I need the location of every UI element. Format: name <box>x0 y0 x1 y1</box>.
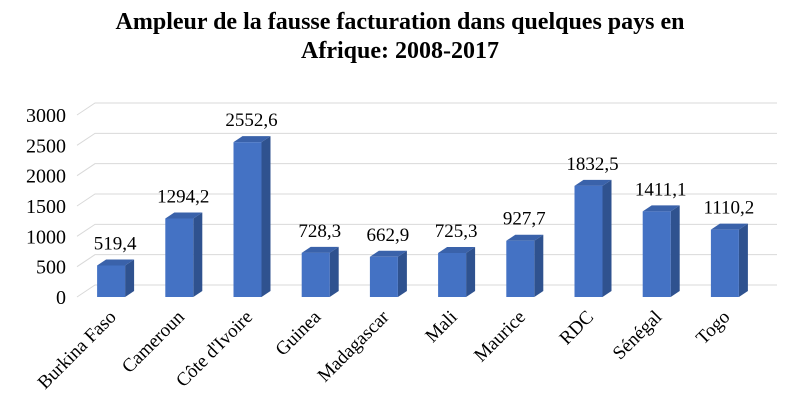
x-tick-label: Mali <box>421 307 461 347</box>
x-tick-label: Burkina Faso <box>34 307 121 394</box>
chart-title-line-2: Afrique: 2008-2017 <box>301 38 499 64</box>
x-tick-label: Guinea <box>272 306 326 360</box>
data-label: 1832,5 <box>566 154 618 175</box>
x-tick-label: Cameroun <box>118 306 189 377</box>
bars <box>97 136 748 297</box>
y-axis-ticks: 0 500 1000 1500 2000 2500 3000 <box>26 105 66 309</box>
data-label: 1294,2 <box>157 186 209 207</box>
bar <box>574 179 612 297</box>
y-tick-label: 1500 <box>26 196 66 218</box>
x-tick-label: Maurice <box>470 307 530 367</box>
chart-title-line-1: Ampleur de la fausse facturation dans qu… <box>115 9 685 35</box>
y-tick-label: 2500 <box>26 135 66 157</box>
bar <box>301 246 339 297</box>
bar <box>369 250 407 297</box>
bar <box>438 246 476 297</box>
gridline <box>76 132 777 146</box>
y-tick-label: 2000 <box>26 166 66 188</box>
gridlines <box>76 102 777 298</box>
bar <box>710 223 748 297</box>
data-label: 2552,6 <box>225 110 277 131</box>
x-tick-label: RDC <box>556 307 598 349</box>
data-label: 662,9 <box>367 225 410 246</box>
gridline <box>76 284 777 298</box>
gridline <box>76 193 777 207</box>
gridline <box>76 223 777 237</box>
y-tick-label: 0 <box>56 287 66 309</box>
gridline <box>76 102 777 116</box>
chart-title: Ampleur de la fausse facturation dans qu… <box>0 8 800 66</box>
bar <box>165 212 203 297</box>
bar <box>642 205 680 297</box>
data-label: 1110,2 <box>703 198 754 219</box>
y-tick-label: 500 <box>36 257 66 279</box>
gridline <box>76 163 777 177</box>
gridline <box>76 254 777 268</box>
data-label: 927,7 <box>503 209 546 230</box>
data-labels: 519,4 1294,2 2552,6 728,3 662,9 725,3 927,7 183… <box>94 110 755 254</box>
x-tick-label: Madagascar <box>314 306 394 386</box>
bar <box>506 234 544 297</box>
bar <box>97 259 135 297</box>
data-label: 1411,1 <box>635 179 687 200</box>
data-label: 725,3 <box>435 221 478 242</box>
y-tick-label: 1000 <box>26 226 66 248</box>
x-tick-label: Sénégal <box>609 307 666 364</box>
y-tick-label: 3000 <box>26 105 66 127</box>
bar <box>233 136 271 297</box>
data-label: 728,3 <box>298 221 341 242</box>
data-label: 519,4 <box>94 233 137 254</box>
x-tick-label: Togo <box>692 307 734 349</box>
